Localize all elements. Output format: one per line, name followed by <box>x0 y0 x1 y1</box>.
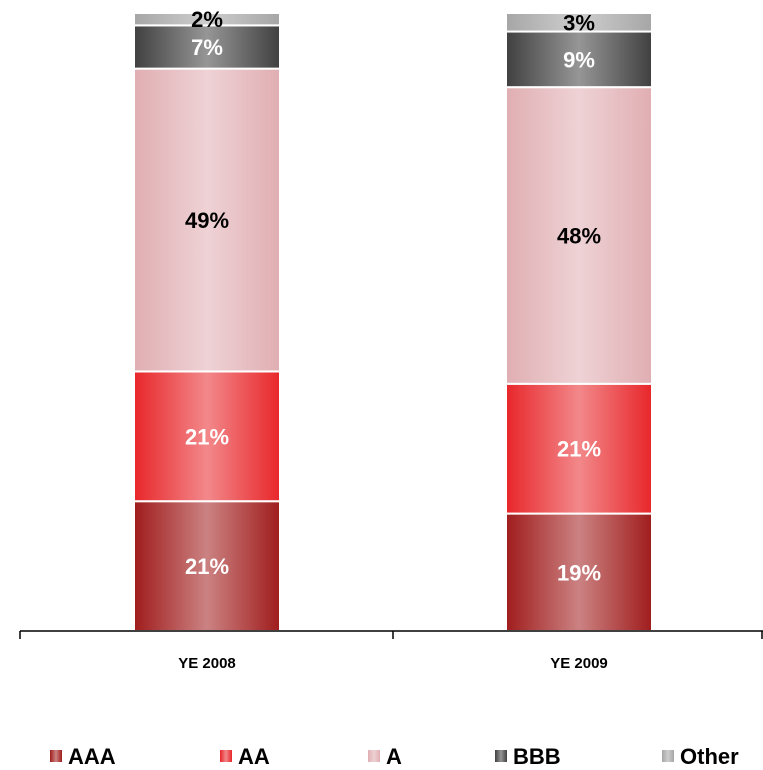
legend-label-aa: AA <box>238 744 270 769</box>
data-label-ye-2009-bbb: 9% <box>563 47 595 72</box>
legend-swatch-aa <box>220 750 232 762</box>
bar-ye-2009-a <box>505 86 653 385</box>
legend: AAA AA A BBB Other <box>50 744 739 769</box>
bars-group: 21% 21% 49% 7% 2% 19% 21% 48% 9% 3% <box>133 7 653 633</box>
category-label-ye-2008: YE 2008 <box>178 655 236 672</box>
bar-ye-2008-bbb <box>133 24 281 70</box>
bar-ye-2008-other <box>133 12 281 27</box>
legend-label-other: Other <box>680 744 739 769</box>
legend-swatch-a <box>368 750 380 762</box>
data-label-ye-2009-a: 48% <box>557 223 601 248</box>
category-label-ye-2009: YE 2009 <box>550 655 608 672</box>
x-axis: YE 2008 YE 2009 <box>19 630 763 672</box>
data-label-ye-2008-other: 2% <box>191 7 223 32</box>
data-label-ye-2008-a: 49% <box>185 208 229 233</box>
data-label-ye-2009-other: 3% <box>563 10 595 35</box>
bar-ye-2009-other <box>505 12 653 33</box>
legend-swatch-other <box>662 750 674 762</box>
data-label-ye-2008-aa: 21% <box>185 424 229 449</box>
data-label-ye-2009-aa: 21% <box>557 437 601 462</box>
bar-ye-2008-aaa <box>133 500 281 632</box>
legend-swatch-bbb <box>495 750 507 762</box>
data-label-ye-2008-aaa: 21% <box>185 554 229 579</box>
legend-label-a: A <box>386 744 402 769</box>
bar-ye-2009-bbb <box>505 30 653 89</box>
legend-label-bbb: BBB <box>513 744 561 769</box>
bar-ye-2008-aa <box>133 370 281 503</box>
data-label-ye-2008-bbb: 7% <box>191 35 223 60</box>
legend-swatch-aaa <box>50 750 62 762</box>
bar-ye-2009-aa <box>505 382 653 515</box>
data-label-ye-2009-aaa: 19% <box>557 560 601 585</box>
legend-label-aaa: AAA <box>68 744 116 769</box>
